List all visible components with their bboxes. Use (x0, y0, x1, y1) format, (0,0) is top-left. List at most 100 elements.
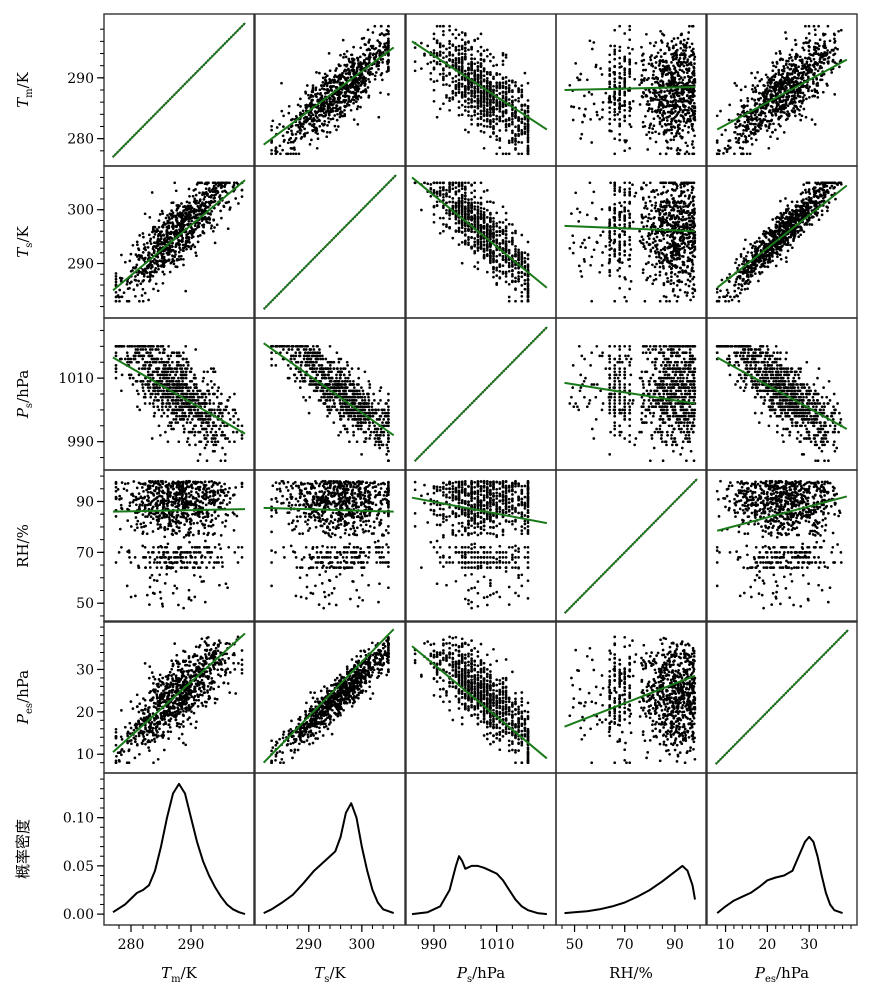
data-point (479, 129, 483, 133)
data-point (665, 82, 668, 86)
data-point (173, 230, 177, 233)
data-point (623, 139, 627, 142)
data-point (492, 75, 495, 79)
data-point (445, 74, 448, 78)
data-point (382, 33, 386, 37)
data-point (485, 102, 489, 105)
data-point (345, 94, 349, 98)
data-point (482, 101, 486, 104)
data-point (298, 131, 302, 135)
data-point (777, 73, 781, 76)
data-point (141, 287, 145, 291)
data-point (678, 148, 682, 152)
data-point (526, 140, 530, 144)
data-point (364, 76, 368, 80)
data-point (387, 32, 390, 36)
data-point (356, 57, 360, 60)
data-point (374, 71, 378, 74)
data-point (297, 152, 301, 156)
data-point (160, 260, 163, 263)
data-point (762, 99, 766, 103)
data-point (627, 89, 630, 92)
data-point (514, 140, 517, 143)
data-point (822, 33, 825, 37)
data-point (663, 122, 667, 126)
data-point (193, 224, 197, 228)
data-point (613, 85, 617, 88)
data-point (492, 117, 495, 121)
data-point (498, 220, 502, 224)
data-point (467, 91, 470, 95)
data-point (432, 80, 436, 83)
data-point (692, 146, 695, 149)
data-point (662, 33, 666, 37)
data-point (467, 62, 470, 66)
data-point (281, 134, 285, 138)
data-point (507, 299, 511, 303)
data-point (746, 116, 750, 120)
data-point (723, 147, 727, 150)
data-point (658, 152, 662, 156)
data-point (737, 124, 741, 128)
data-point (315, 146, 319, 150)
data-point (476, 88, 480, 92)
data-point (671, 89, 675, 93)
data-point (360, 65, 364, 69)
data-point (143, 269, 147, 273)
data-point (127, 299, 131, 303)
data-point (735, 84, 738, 87)
data-point (765, 129, 769, 132)
data-point (676, 36, 680, 40)
data-point (438, 54, 442, 57)
data-point (366, 28, 370, 32)
data-point (736, 113, 740, 116)
data-point (504, 76, 508, 79)
data-point (442, 33, 445, 37)
data-point (387, 44, 390, 48)
data-point (608, 129, 612, 132)
data-point (824, 54, 828, 57)
data-point (768, 77, 772, 81)
data-point (582, 113, 586, 117)
data-point (489, 82, 492, 86)
data-point (495, 71, 499, 75)
data-point (161, 270, 165, 274)
data-point (432, 49, 436, 52)
data-point (687, 108, 690, 112)
data-point (677, 119, 681, 123)
data-point (327, 81, 331, 85)
data-point (429, 61, 433, 64)
data-point (387, 93, 390, 96)
data-point (501, 221, 505, 224)
data-point (587, 90, 591, 94)
data-point (473, 57, 477, 61)
data-point (135, 240, 139, 244)
data-point (523, 103, 527, 107)
data-point (482, 114, 486, 118)
data-point (383, 44, 387, 48)
data-point (489, 87, 492, 91)
data-point (343, 86, 347, 90)
data-point (676, 71, 680, 74)
data-point (114, 272, 118, 275)
panel-r0-c1 (254, 13, 406, 167)
data-point (498, 86, 502, 90)
data-point (489, 99, 492, 103)
data-point (287, 111, 291, 115)
data-point (796, 73, 800, 76)
data-point (523, 282, 527, 286)
data-point (147, 253, 150, 257)
data-point (689, 119, 692, 123)
data-point (681, 129, 685, 132)
data-point (463, 105, 467, 109)
data-point (193, 216, 197, 220)
data-point (651, 73, 655, 77)
data-point (809, 59, 813, 63)
data-point (683, 76, 687, 79)
data-point (608, 122, 612, 126)
data-point (659, 79, 662, 83)
data-point (750, 122, 753, 126)
data-point (812, 80, 815, 84)
data-point (310, 138, 313, 142)
data-point (175, 204, 179, 207)
